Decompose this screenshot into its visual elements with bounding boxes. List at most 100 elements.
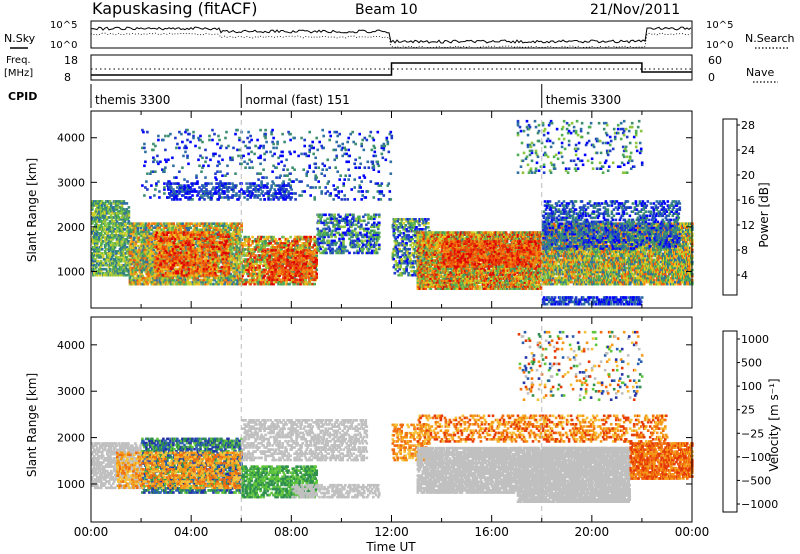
data-cell [171, 259, 175, 263]
data-cell [236, 242, 239, 246]
data-cell [108, 242, 112, 245]
data-cell [174, 267, 178, 271]
data-cell [217, 247, 221, 251]
data-cell [94, 212, 97, 215]
data-cell [170, 261, 174, 265]
data-cell [111, 254, 115, 257]
data-cell [218, 226, 221, 230]
data-cell [169, 247, 173, 251]
data-cell [114, 204, 118, 207]
data-cell [132, 258, 136, 262]
data-cell [125, 256, 129, 259]
data-cell [188, 280, 191, 284]
data-cell [151, 260, 155, 264]
data-cell [111, 273, 115, 277]
data-cell [217, 250, 220, 254]
data-cell [116, 250, 120, 253]
data-cell [165, 247, 169, 251]
data-cell [109, 214, 113, 217]
data-cell [120, 234, 124, 237]
data-cell [118, 210, 122, 213]
data-cell [150, 240, 154, 244]
data-cell [177, 278, 180, 282]
data-cell [95, 228, 98, 231]
data-cell [99, 232, 103, 235]
data-cell [213, 237, 217, 240]
cpid-segment-label: themis 3300 [546, 93, 621, 107]
data-cell [190, 239, 194, 243]
data-cell [192, 224, 195, 227]
data-cell [208, 224, 211, 227]
data-cell [91, 254, 94, 257]
data-cell [126, 218, 130, 221]
data-cell [134, 232, 138, 236]
data-cell [94, 258, 97, 261]
data-cell [116, 230, 120, 233]
data-cell [138, 238, 142, 242]
data-cell [301, 278, 304, 281]
data-cell [186, 226, 189, 230]
data-cell [188, 247, 192, 251]
data-cell [184, 246, 187, 250]
data-cell [231, 252, 234, 256]
data-cell [191, 243, 195, 247]
data-cell [116, 210, 120, 213]
data-cell [205, 253, 209, 257]
data-cell [235, 230, 238, 234]
data-cell [155, 237, 159, 240]
data-cell [123, 222, 127, 225]
data-cell [101, 271, 105, 275]
data-cell [95, 248, 98, 251]
data-cell [197, 269, 201, 273]
data-cell [103, 246, 107, 249]
data-cell [122, 218, 126, 221]
data-cell [314, 264, 317, 268]
data-cell [175, 224, 178, 227]
data-cell [129, 254, 133, 258]
data-cell [141, 274, 145, 278]
data-cell [124, 234, 128, 237]
data-cell [176, 263, 180, 267]
data-cell [197, 247, 201, 251]
data-cell [104, 230, 108, 233]
data-cell [160, 239, 164, 243]
data-cell [207, 252, 210, 256]
data-cell [231, 234, 234, 238]
data-cell [201, 239, 205, 243]
data-cell [95, 261, 99, 265]
data-cell [98, 273, 102, 277]
data-cell [166, 265, 170, 269]
data-cell [138, 280, 142, 284]
data-cell [172, 263, 176, 267]
data-cell [118, 256, 122, 259]
data-cell [143, 238, 147, 242]
data-cell [91, 208, 94, 211]
data-cell [204, 276, 207, 280]
data-cell [171, 282, 174, 286]
data-cell [137, 266, 141, 270]
data-cell [138, 270, 142, 274]
data-cell [110, 256, 114, 259]
data-cell [201, 224, 204, 227]
data-cell [179, 235, 183, 238]
data-cell [103, 202, 107, 205]
data-cell [217, 278, 220, 282]
data-cell [161, 231, 165, 234]
data-cell [224, 230, 227, 234]
data-cell [120, 232, 124, 235]
data-cell [154, 222, 158, 225]
data-cell [179, 263, 183, 267]
data-cell [233, 276, 236, 280]
data-cell [136, 244, 140, 248]
data-cell [95, 271, 99, 275]
data-cell [109, 210, 113, 213]
data-cell [170, 267, 174, 271]
data-cell [107, 202, 111, 205]
data-cell [113, 246, 117, 249]
data-cell [344, 245, 347, 249]
data-cell [174, 228, 177, 232]
data-cell [112, 202, 116, 205]
data-cell [182, 255, 186, 259]
data-cell [235, 222, 238, 225]
data-cell [139, 224, 143, 227]
